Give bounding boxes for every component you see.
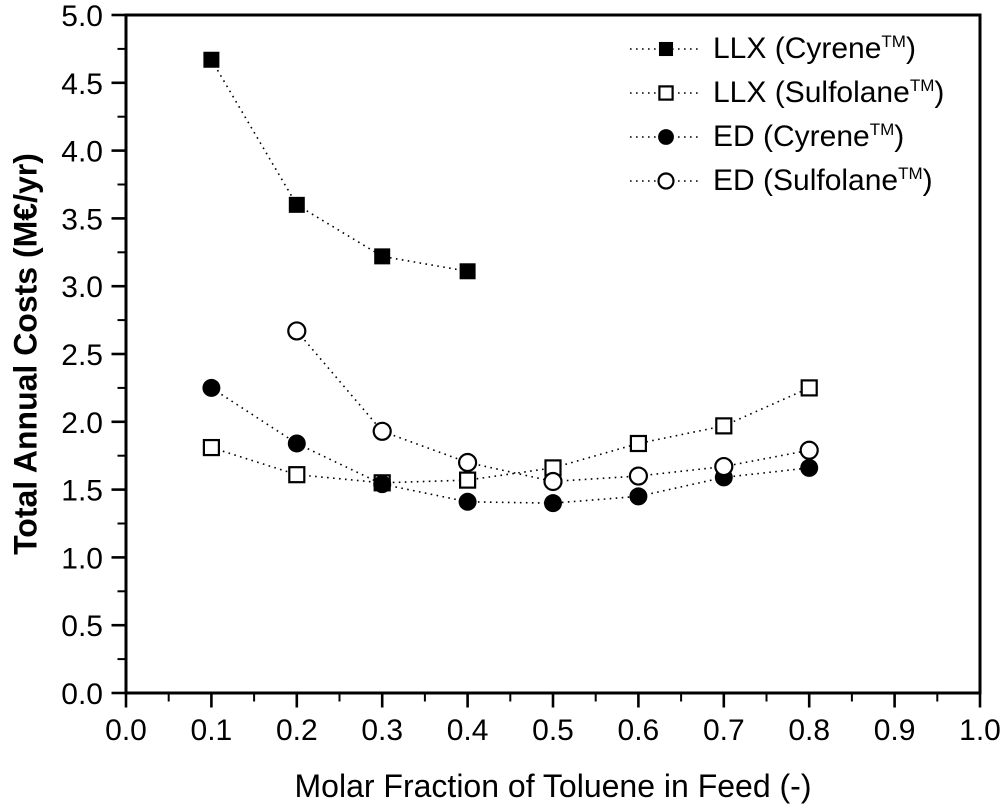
y-tick-label: 0.5 bbox=[61, 610, 103, 643]
x-axis-title: Molar Fraction of Toluene in Feed (-) bbox=[294, 768, 812, 804]
data-point-marker bbox=[372, 421, 392, 441]
x-tick-label: 0.7 bbox=[703, 714, 745, 747]
data-point-marker bbox=[459, 471, 477, 489]
legend-label-ed-cyrene: ED (CyreneTM) bbox=[713, 120, 905, 153]
legend: LLX (CyreneTM) LLX (SulfolaneTM) ED (Cyren… bbox=[628, 27, 944, 203]
data-point-marker bbox=[202, 438, 220, 457]
y-tick-label: 1.0 bbox=[61, 542, 103, 575]
data-point-marker bbox=[543, 471, 563, 492]
y-tick-label: 2.5 bbox=[61, 339, 103, 372]
x-tick-label: 0.3 bbox=[361, 714, 403, 747]
data-point-marker bbox=[458, 492, 477, 511]
x-tick-label: 0.4 bbox=[447, 714, 489, 747]
series-markers-llx-cyrene bbox=[203, 51, 476, 280]
series-markers-ed-cyrene bbox=[202, 378, 819, 513]
x-tick-label: 1.0 bbox=[959, 714, 1000, 747]
legend-item-llx-sulfolane: LLX (SulfolaneTM) bbox=[628, 71, 944, 115]
legend-swatch-ed-cyrene bbox=[630, 129, 702, 145]
x-tick-label: 0.9 bbox=[874, 714, 916, 747]
data-point-marker bbox=[629, 487, 648, 506]
data-point-marker bbox=[800, 379, 818, 397]
data-point-marker bbox=[202, 378, 221, 397]
legend-swatch-llx-cyrene bbox=[630, 41, 702, 57]
y-tick-label: 4.0 bbox=[61, 136, 103, 169]
x-tick-label: 0.0 bbox=[105, 714, 147, 747]
x-tick-label: 0.2 bbox=[276, 714, 318, 747]
data-point-marker bbox=[459, 263, 476, 280]
data-point-marker bbox=[628, 466, 649, 486]
y-tick-label: 5.0 bbox=[61, 0, 103, 33]
data-point-marker bbox=[544, 494, 562, 513]
plot-frame bbox=[124, 13, 982, 695]
x-tick-label: 0.5 bbox=[532, 714, 574, 747]
open-square-icon bbox=[658, 85, 674, 101]
data-point-marker bbox=[714, 456, 734, 477]
y-tick-label: 1.5 bbox=[61, 475, 103, 508]
data-point-marker bbox=[715, 417, 733, 435]
data-point-marker bbox=[287, 434, 306, 453]
legend-label-ed-sulfolane: ED (SulfolaneTM) bbox=[713, 164, 933, 197]
y-tick-label: 2.0 bbox=[61, 407, 103, 440]
data-point-marker bbox=[288, 196, 305, 213]
x-tick-label: 0.1 bbox=[191, 714, 233, 747]
legend-label-llx-sulfolane: LLX (SulfolaneTM) bbox=[713, 76, 945, 109]
series-line-ed-sulfolane bbox=[296, 330, 810, 483]
y-tick-label: 3.0 bbox=[61, 271, 103, 304]
legend-swatch-llx-sulfolane bbox=[630, 85, 702, 101]
data-point-marker bbox=[374, 248, 391, 265]
data-point-marker bbox=[458, 452, 478, 473]
data-point-marker bbox=[629, 434, 648, 453]
series-markers-ed-sulfolane bbox=[287, 321, 819, 492]
legend-label-llx-cyrene: LLX (CyreneTM) bbox=[713, 32, 916, 65]
legend-swatch-ed-sulfolane bbox=[630, 172, 702, 190]
series-line-llx-cyrene bbox=[210, 59, 468, 273]
y-axis-title: Total Annual Costs (M€/yr) bbox=[7, 153, 44, 555]
legend-item-ed-cyrene: ED (CyreneTM) bbox=[628, 115, 944, 159]
legend-item-llx-cyrene: LLX (CyreneTM) bbox=[628, 27, 944, 71]
data-point-marker bbox=[287, 321, 307, 341]
y-tick-label: 4.5 bbox=[61, 68, 103, 101]
y-tick-label: 0.0 bbox=[61, 678, 103, 711]
y-tick-label: 3.5 bbox=[61, 203, 103, 236]
x-tick-label: 0.8 bbox=[788, 714, 830, 747]
data-point-marker bbox=[799, 440, 819, 460]
open-circle-icon bbox=[657, 172, 675, 190]
data-point-marker bbox=[800, 458, 819, 477]
data-point-marker bbox=[288, 466, 306, 484]
data-point-marker bbox=[203, 51, 220, 68]
legend-item-ed-sulfolane: ED (SulfolaneTM) bbox=[628, 159, 944, 203]
filled-square-icon bbox=[658, 41, 674, 57]
filled-circle-icon bbox=[658, 129, 674, 145]
data-point-marker bbox=[373, 475, 392, 494]
x-tick-label: 0.6 bbox=[618, 714, 660, 747]
